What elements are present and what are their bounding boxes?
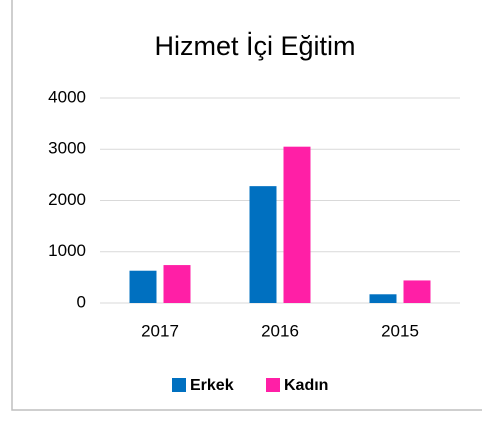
y-tick-label: 3000 — [48, 139, 86, 158]
bar — [249, 186, 277, 303]
x-tick-label: 2017 — [141, 321, 179, 340]
y-tick-label: 1000 — [48, 241, 86, 260]
y-tick-label: 2000 — [48, 190, 86, 209]
y-tick-label: 4000 — [48, 87, 86, 106]
x-tick-label: 2016 — [261, 321, 299, 340]
chart-frame — [11, 0, 482, 411]
bar — [163, 265, 191, 303]
chart-title: Hizmet İçi Eğitim — [154, 30, 355, 61]
legend-swatch — [266, 378, 280, 392]
x-tick-label: 2015 — [381, 321, 419, 340]
bar — [403, 280, 431, 303]
y-tick-label: 0 — [77, 292, 86, 311]
bar — [129, 270, 157, 303]
legend-label: Erkek — [190, 377, 234, 394]
bar — [369, 294, 397, 303]
bar — [283, 146, 311, 303]
legend-swatch — [172, 378, 186, 392]
legend-label: Kadın — [284, 377, 328, 394]
